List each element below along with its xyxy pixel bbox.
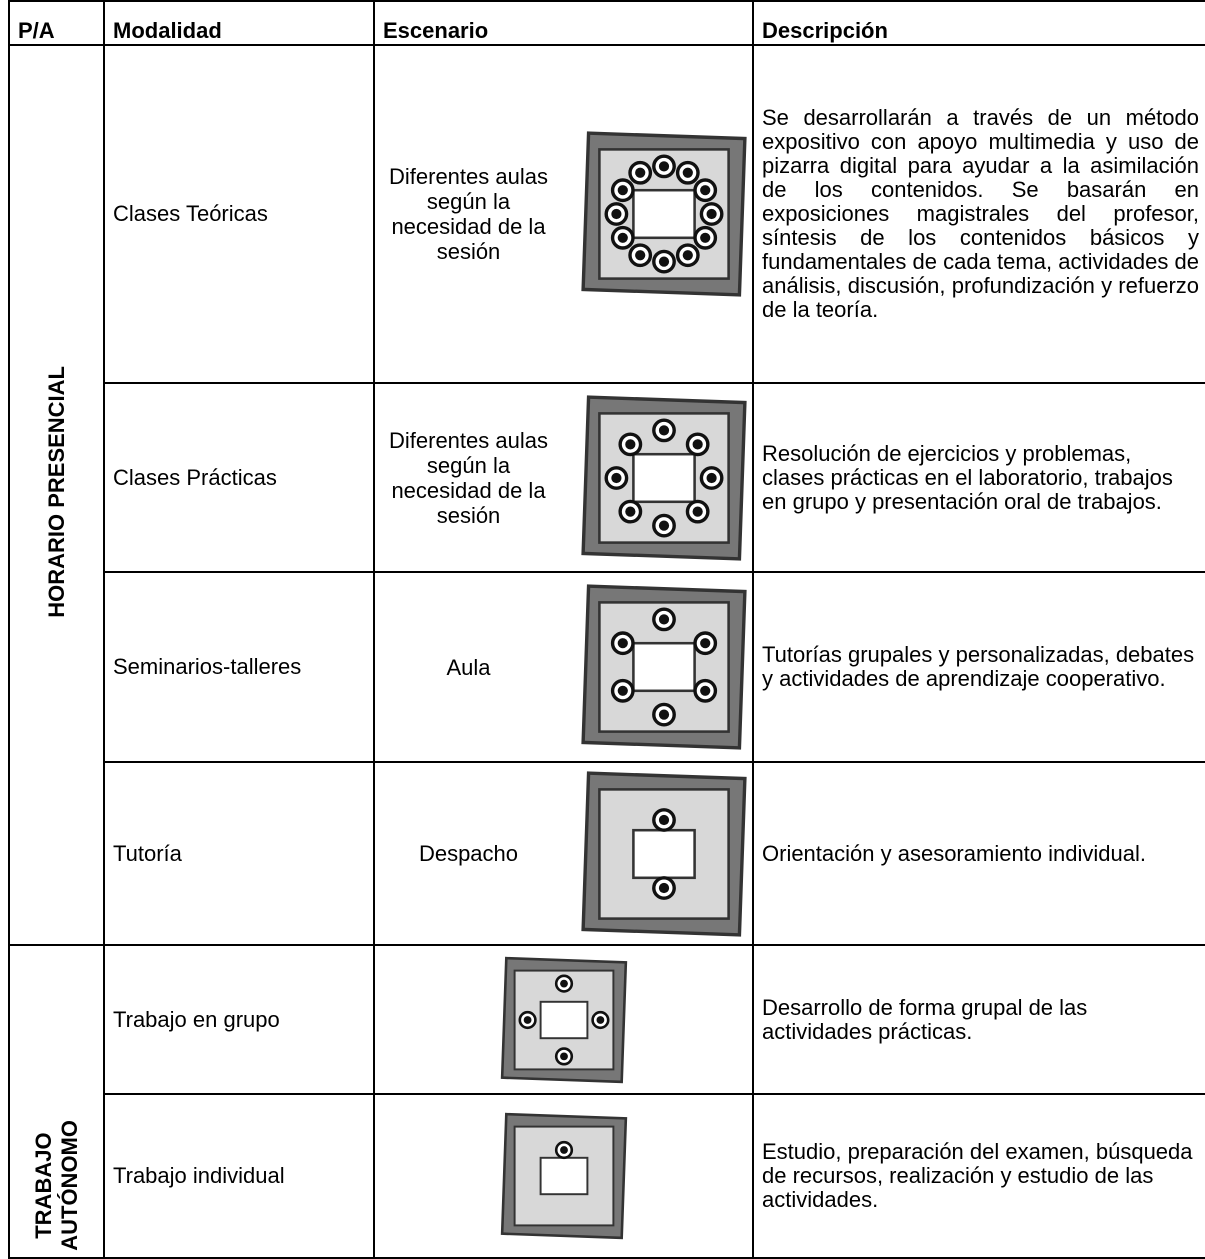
group-label: HORARIO PRESENCIAL [43,366,69,618]
escenario-content [375,1111,752,1241]
table-row: Seminarios-talleres Aula Tutorías grupales… [9,571,1205,763]
escenario: Diferentes aulas según la necesidad de l… [373,382,754,573]
column-header: Descripción [752,0,1205,46]
descripcion: Tutorías grupales y personalizadas, deba… [752,571,1205,763]
header-row: P/A Modalidad Escenario Descripción [8,0,1205,46]
modalidad: Seminarios-talleres [103,571,375,763]
escenario: Aula [373,571,754,763]
table-row: Tutoría Despacho Orientación y asesoramien… [9,761,1205,946]
modalidad: Trabajo en grupo [103,944,375,1095]
room-icon [500,956,627,1083]
room-icon [580,394,747,561]
descripcion: Orientación y asesoramiento individual. [752,761,1205,946]
column-header: Escenario [373,0,754,46]
escenario [373,944,754,1095]
room-icon [580,131,747,297]
escenario-content: Diferentes aulas según la necesidad de l… [375,129,752,299]
column-header: P/A [8,0,105,46]
escenario-content: Aula [375,582,752,752]
escenario: Diferentes aulas según la necesidad de l… [373,44,754,384]
escenario-text: Aula [446,654,491,680]
modalidad: Clases Teóricas [103,44,375,384]
descripcion: Desarrollo de forma grupal de las activi… [752,944,1205,1095]
table-row: TRABAJO AUTÓNOMO Trabajo en grupo Desarroll… [8,944,1205,1259]
escenario-text: Diferentes aulas según la necesidad de l… [389,427,548,528]
modalidad: Tutoría [103,761,375,946]
group-label: TRABAJO AUTÓNOMO [31,1120,83,1251]
descripcion: Se desarrollarán a través de un método e… [752,44,1205,384]
group-label-line: AUTÓNOMO [56,1120,82,1251]
table-row: Trabajo individual Estudio, preparación d… [9,1093,1205,1259]
escenario-text: Diferentes aulas según la necesidad de l… [389,164,548,264]
room-icon [580,584,747,750]
group-cell: HORARIO PRESENCIAL [8,44,105,946]
modalidades-table: P/A Modalidad Escenario Descripción HORARIO… [8,0,1205,1259]
table-body: HORARIO PRESENCIAL Clases Teóricas Diferen… [8,44,1205,1259]
descripcion: Resolución de ejercicios y problemas, cl… [752,382,1205,573]
room-icon [580,770,747,937]
escenario [373,1093,754,1259]
modalidad: Trabajo individual [103,1093,375,1259]
table-row: HORARIO PRESENCIAL Clases Teóricas Diferen… [8,44,1205,946]
descripcion: Estudio, preparación del examen, búsqued… [752,1093,1205,1259]
escenario-content [375,955,752,1085]
escenario-content: Despacho [375,769,752,939]
escenario-content: Diferentes aulas según la necesidad de l… [375,393,752,563]
escenario: Despacho [373,761,754,946]
room-icon [500,1112,627,1240]
group-cell: TRABAJO AUTÓNOMO [8,944,105,1259]
group-label-line: TRABAJO [30,1132,56,1239]
table-row: Clases Prácticas Diferentes aulas según l… [9,382,1205,573]
modalidad: Clases Prácticas [103,382,375,573]
column-header: Modalidad [103,0,375,46]
escenario-text: Despacho [418,841,519,866]
